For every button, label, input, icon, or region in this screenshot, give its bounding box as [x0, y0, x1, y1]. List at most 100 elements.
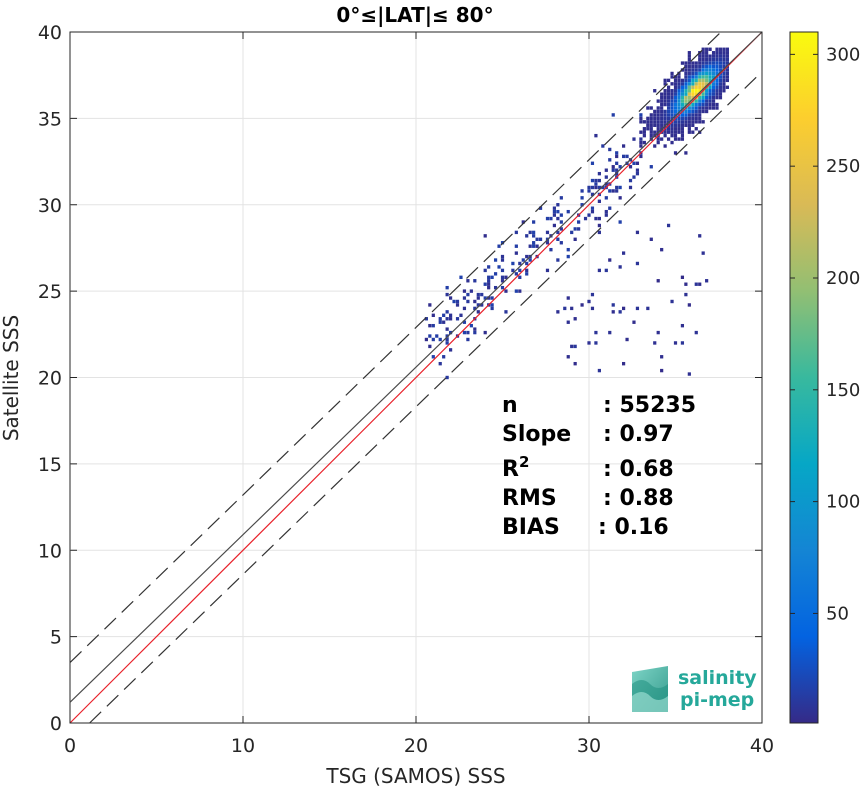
density-cell — [691, 109, 695, 114]
density-cell — [687, 120, 691, 124]
density-cell — [521, 258, 525, 262]
density-cell — [718, 51, 723, 55]
density-cell — [698, 71, 702, 76]
density-cell — [694, 92, 698, 96]
density-cell — [670, 127, 674, 131]
density-cell — [583, 216, 588, 221]
density-cell — [680, 82, 685, 86]
density-cell — [445, 292, 449, 297]
density-cell — [680, 95, 685, 100]
density-cell — [473, 330, 477, 335]
y-tick-label: 25 — [38, 281, 62, 303]
density-cell — [715, 54, 719, 58]
density-cell — [452, 299, 456, 304]
density-cell — [680, 89, 685, 93]
density-cell — [473, 279, 477, 283]
density-cell — [611, 165, 615, 169]
density-cell — [701, 61, 705, 65]
density-cell — [604, 196, 608, 200]
density-cell — [601, 185, 605, 190]
density-cell — [459, 313, 463, 318]
density-cell — [642, 127, 646, 131]
density-cell — [608, 258, 612, 262]
density-cell — [663, 113, 667, 117]
density-cell — [518, 261, 522, 266]
density-cell — [566, 296, 570, 300]
density-cell — [480, 292, 484, 297]
density-cell — [646, 120, 650, 124]
stat-label: BIAS — [502, 515, 560, 540]
y-tick-label: 5 — [50, 627, 62, 649]
density-cell — [705, 78, 709, 83]
density-cell — [628, 178, 633, 183]
density-cell — [625, 337, 629, 342]
density-cell — [708, 47, 712, 51]
density-cell — [708, 85, 712, 89]
density-cell — [670, 102, 674, 107]
density-cell — [701, 95, 705, 100]
density-cell — [660, 120, 664, 124]
density-cell — [514, 244, 518, 248]
density-cell — [445, 285, 449, 290]
density-cell — [708, 61, 712, 65]
density-cell — [673, 75, 678, 79]
density-cell — [660, 106, 664, 110]
density-cell — [653, 113, 657, 117]
density-cell — [705, 279, 709, 283]
density-cell — [705, 51, 709, 55]
density-cell — [656, 120, 660, 124]
density-cell — [649, 116, 653, 121]
density-cell — [711, 85, 716, 89]
density-cell — [694, 61, 698, 65]
density-cell — [725, 85, 729, 89]
density-cell — [680, 123, 685, 127]
density-cell — [552, 223, 556, 228]
density-cell — [663, 144, 667, 148]
reference-lines — [69, 31, 763, 724]
density-cell — [691, 61, 695, 65]
density-cell — [660, 247, 664, 252]
density-cell — [660, 92, 664, 96]
density-cell — [677, 123, 681, 127]
density-cell — [639, 113, 643, 117]
density-cell — [594, 133, 598, 138]
density-cell — [545, 230, 550, 235]
density-cell — [698, 116, 702, 121]
density-cell — [435, 334, 439, 338]
density-cell — [673, 82, 678, 86]
density-cell — [677, 137, 681, 141]
density-cell — [449, 330, 453, 335]
density-cell — [718, 68, 723, 72]
density-cell — [525, 234, 529, 238]
density-cell — [521, 220, 525, 224]
density-cell — [462, 306, 467, 311]
density-cell — [673, 89, 678, 93]
density-cell — [684, 116, 688, 121]
density-cell — [490, 306, 494, 311]
density-cell — [514, 289, 518, 293]
density-cell — [680, 127, 685, 131]
density-cell — [666, 113, 671, 117]
density-cell — [666, 78, 671, 83]
density-cell — [500, 258, 505, 262]
density-cell — [708, 68, 712, 72]
density-cell — [442, 313, 446, 318]
density-cell — [660, 109, 664, 114]
density-cell — [639, 154, 643, 159]
density-cell — [705, 71, 709, 76]
density-cell — [604, 175, 608, 179]
density-cell — [594, 216, 598, 221]
density-cell — [694, 106, 698, 110]
density-cell — [677, 106, 681, 110]
density-cell — [525, 268, 529, 273]
density-cell — [677, 89, 681, 93]
y-tick-label: 0 — [50, 713, 62, 735]
y-tick-label: 10 — [38, 540, 62, 562]
density-cell — [590, 292, 595, 297]
density-cell — [431, 337, 435, 342]
density-cell — [670, 130, 674, 134]
density-cell — [487, 265, 491, 269]
density-cell — [694, 102, 698, 107]
density-cell — [525, 254, 529, 259]
density-cell — [639, 130, 643, 134]
